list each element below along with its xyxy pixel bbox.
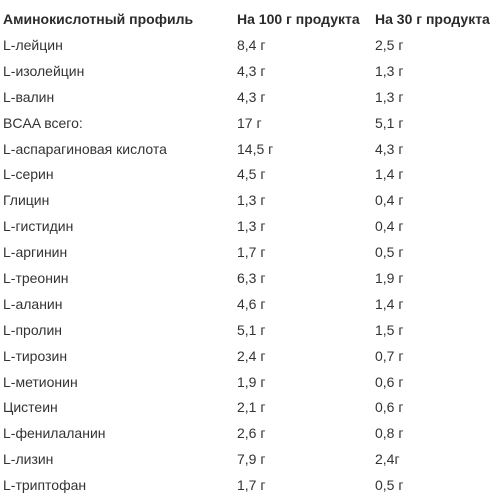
table-row: L-гистидин 1,3 г 0,4 г (3, 213, 497, 239)
header-per-100g: На 100 г продукта (237, 11, 360, 27)
table-row: L-фенилаланин 2,6 г 0,8 г (3, 420, 497, 446)
amount-per-100g: 1,3 г (237, 218, 266, 235)
amount-per-30g: 0,7 г (375, 347, 404, 364)
amino-acid-name: L-метионин (3, 373, 78, 390)
amount-per-100g: 4,6 г (237, 295, 266, 312)
amount-per-100g: 4,3 г (237, 88, 266, 105)
amount-per-100g: 4,3 г (237, 62, 266, 79)
amount-per-30g: 1,3 г (375, 62, 404, 79)
table-row: Глицин 1,3 г 0,4 г (3, 187, 497, 213)
table-row: L-аланин 4,6 г 1,4 г (3, 291, 497, 317)
table-header-row: Аминокислотный профиль На 100 г продукта… (3, 6, 497, 32)
amino-acid-name: L-лейцин (3, 36, 63, 53)
amount-per-100g: 14,5 г (237, 140, 274, 157)
amount-per-30g: 0,5 г (375, 477, 404, 494)
table-row: L-серин 4,5 г 1,4 г (3, 161, 497, 187)
table-row: L-валин 4,3 г 1,3 г (3, 84, 497, 110)
amino-acid-name: L-лизин (3, 451, 54, 468)
table-row: L-тирозин 2,4 г 0,7 г (3, 343, 497, 369)
amount-per-100g: 2,4 г (237, 347, 266, 364)
amino-acid-name: L-фенилаланин (3, 425, 106, 442)
amount-per-30g: 1,5 г (375, 321, 404, 338)
amount-per-30g: 0,4 г (375, 192, 404, 209)
amount-per-30g: 0,5 г (375, 244, 404, 261)
amino-acid-name: Цистеин (3, 399, 58, 416)
amount-per-30g: 1,3 г (375, 88, 404, 105)
amino-acid-name: L-гистидин (3, 218, 74, 235)
amount-per-30g: 5,1 г (375, 114, 404, 131)
amino-acid-name: L-тирозин (3, 347, 68, 364)
table-row: L-метионин 1,9 г 0,6 г (3, 369, 497, 395)
header-amino-acid: Аминокислотный профиль (3, 11, 194, 27)
amount-per-100g: 1,3 г (237, 192, 266, 209)
amount-per-30g: 1,4 г (375, 295, 404, 312)
amount-per-30g: 0,6 г (375, 373, 404, 390)
amino-acid-name: BCAA всего: (3, 114, 83, 131)
amount-per-100g: 2,6 г (237, 425, 266, 442)
table-row: L-пролин 5,1 г 1,5 г (3, 317, 497, 343)
amount-per-30g: 2,4г (375, 451, 400, 468)
amino-acid-name: L-изолейцин (3, 62, 85, 79)
amount-per-30g: 0,8 г (375, 425, 404, 442)
table-row: L-изолейцин 4,3 г 1,3 г (3, 58, 497, 84)
amount-per-100g: 2,1 г (237, 399, 266, 416)
amount-per-100g: 6,3 г (237, 269, 266, 286)
amino-acid-name: Глицин (3, 192, 50, 209)
table-row: L-аргинин 1,7 г 0,5 г (3, 239, 497, 265)
amount-per-100g: 5,1 г (237, 321, 266, 338)
amino-acid-profile-table: Аминокислотный профиль На 100 г продукта… (3, 6, 497, 498)
amount-per-100g: 8,4 г (237, 36, 266, 53)
amino-acid-name: L-пролин (3, 321, 63, 338)
table-row: L-аспарагиновая кислота 14,5 г 4,3 г (3, 136, 497, 162)
amino-acid-name: L-валин (3, 88, 55, 105)
amount-per-100g: 1,7 г (237, 477, 266, 494)
amino-acid-name: L-аланин (3, 295, 63, 312)
amount-per-100g: 17 г (237, 114, 262, 131)
amount-per-100g: 4,5 г (237, 166, 266, 183)
header-per-30g: На 30 г продукта (375, 11, 490, 27)
amino-acid-name: L-треонин (3, 269, 69, 286)
amino-acid-name: L-аргинин (3, 244, 68, 261)
table-row: L-треонин 6,3 г 1,9 г (3, 265, 497, 291)
table-row: Цистеин 2,1 г 0,6 г (3, 394, 497, 420)
amount-per-30g: 0,6 г (375, 399, 404, 416)
amino-acid-name: L-триптофан (3, 477, 87, 494)
amount-per-100g: 1,7 г (237, 244, 266, 261)
amino-acid-name: L-серин (3, 166, 54, 183)
table-row: BCAA всего: 17 г 5,1 г (3, 110, 497, 136)
amount-per-30g: 0,4 г (375, 218, 404, 235)
amount-per-30g: 2,5 г (375, 36, 404, 53)
table-row: L-триптофан 1,7 г 0,5 г (3, 472, 497, 498)
table-row: L-лейцин 8,4 г 2,5 г (3, 32, 497, 58)
amount-per-30g: 1,9 г (375, 269, 404, 286)
amount-per-100g: 1,9 г (237, 373, 266, 390)
amount-per-30g: 4,3 г (375, 140, 404, 157)
amino-acid-name: L-аспарагиновая кислота (3, 140, 167, 157)
amount-per-100g: 7,9 г (237, 451, 266, 468)
table-row: L-лизин 7,9 г 2,4г (3, 446, 497, 472)
amount-per-30g: 1,4 г (375, 166, 404, 183)
